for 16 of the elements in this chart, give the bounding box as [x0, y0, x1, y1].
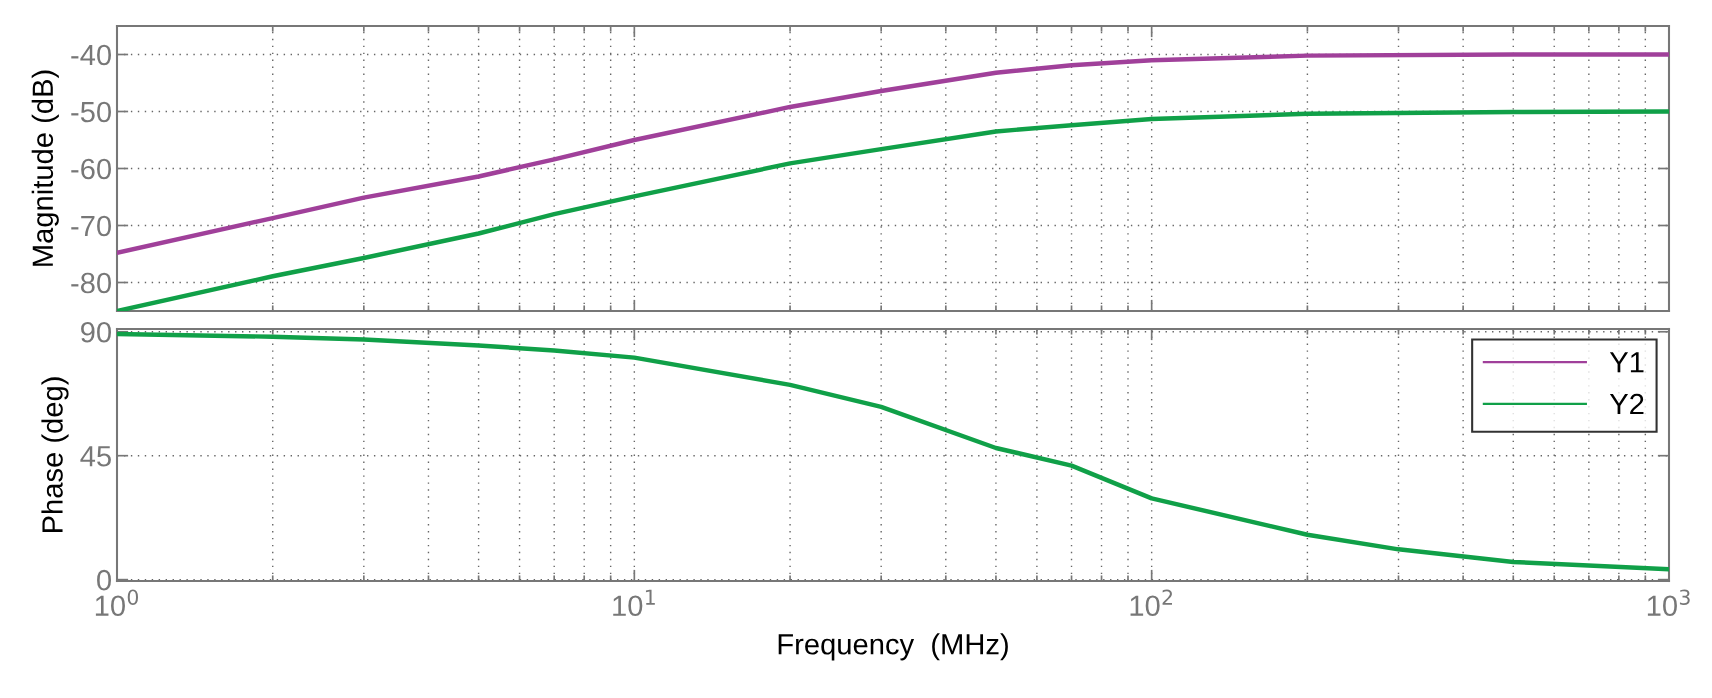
y-tick-label: -60	[71, 158, 111, 180]
y-axis-title: Phase (deg)	[41, 377, 69, 533]
x-axis-title: Frequency (MHz)	[778, 633, 1008, 661]
y-tick-label: 0	[97, 569, 111, 591]
y-tick-label: -40	[71, 44, 111, 66]
y-tick-label: 90	[81, 321, 111, 343]
y-tick-label: -50	[71, 101, 111, 123]
x-tick-label: 10$^{3}$	[1647, 589, 1690, 617]
x-tick-label: 10$^{1}$	[613, 589, 655, 617]
y-axis-title: Magnitude (dB)	[31, 70, 59, 266]
legend-label: Y1	[1609, 352, 1644, 373]
y-tick-label: 45	[80, 446, 111, 467]
legend-label: Y2	[1609, 393, 1644, 415]
x-tick-label: 10$^{2}$	[1130, 589, 1172, 617]
y-tick-label: -70	[71, 215, 111, 237]
y-tick-label: -80	[71, 272, 111, 294]
